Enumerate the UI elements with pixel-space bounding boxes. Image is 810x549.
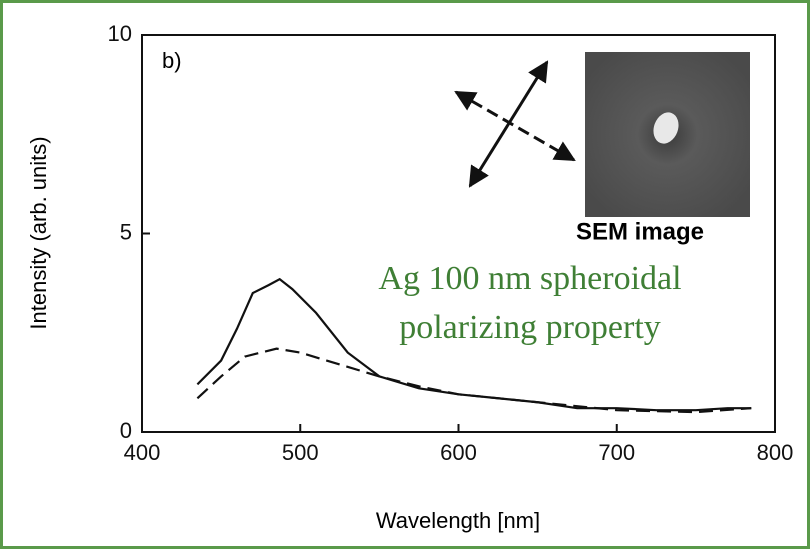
sem-label: SEM image — [576, 218, 704, 245]
x-tick-label: 500 — [282, 440, 319, 465]
y-tick-label: 10 — [108, 21, 132, 46]
particle — [653, 112, 679, 144]
y-tick-label: 5 — [120, 219, 132, 244]
series-line — [196, 347, 752, 414]
x-axis-label: Wavelength [nm] — [376, 508, 540, 533]
x-tick-label: 700 — [598, 440, 635, 465]
panel-label: b) — [162, 48, 182, 73]
x-tick-label: 600 — [440, 440, 477, 465]
y-tick-label: 0 — [120, 418, 132, 443]
annotation: polarizing property — [399, 309, 661, 346]
x-tick-label: 400 — [124, 440, 161, 465]
polarization-arrow-dashed — [454, 90, 576, 162]
y-axis-label: Intensity (arb. units) — [26, 136, 51, 329]
x-tick-label: 800 — [757, 440, 794, 465]
annotation: Ag 100 nm spheroidal — [378, 260, 681, 297]
